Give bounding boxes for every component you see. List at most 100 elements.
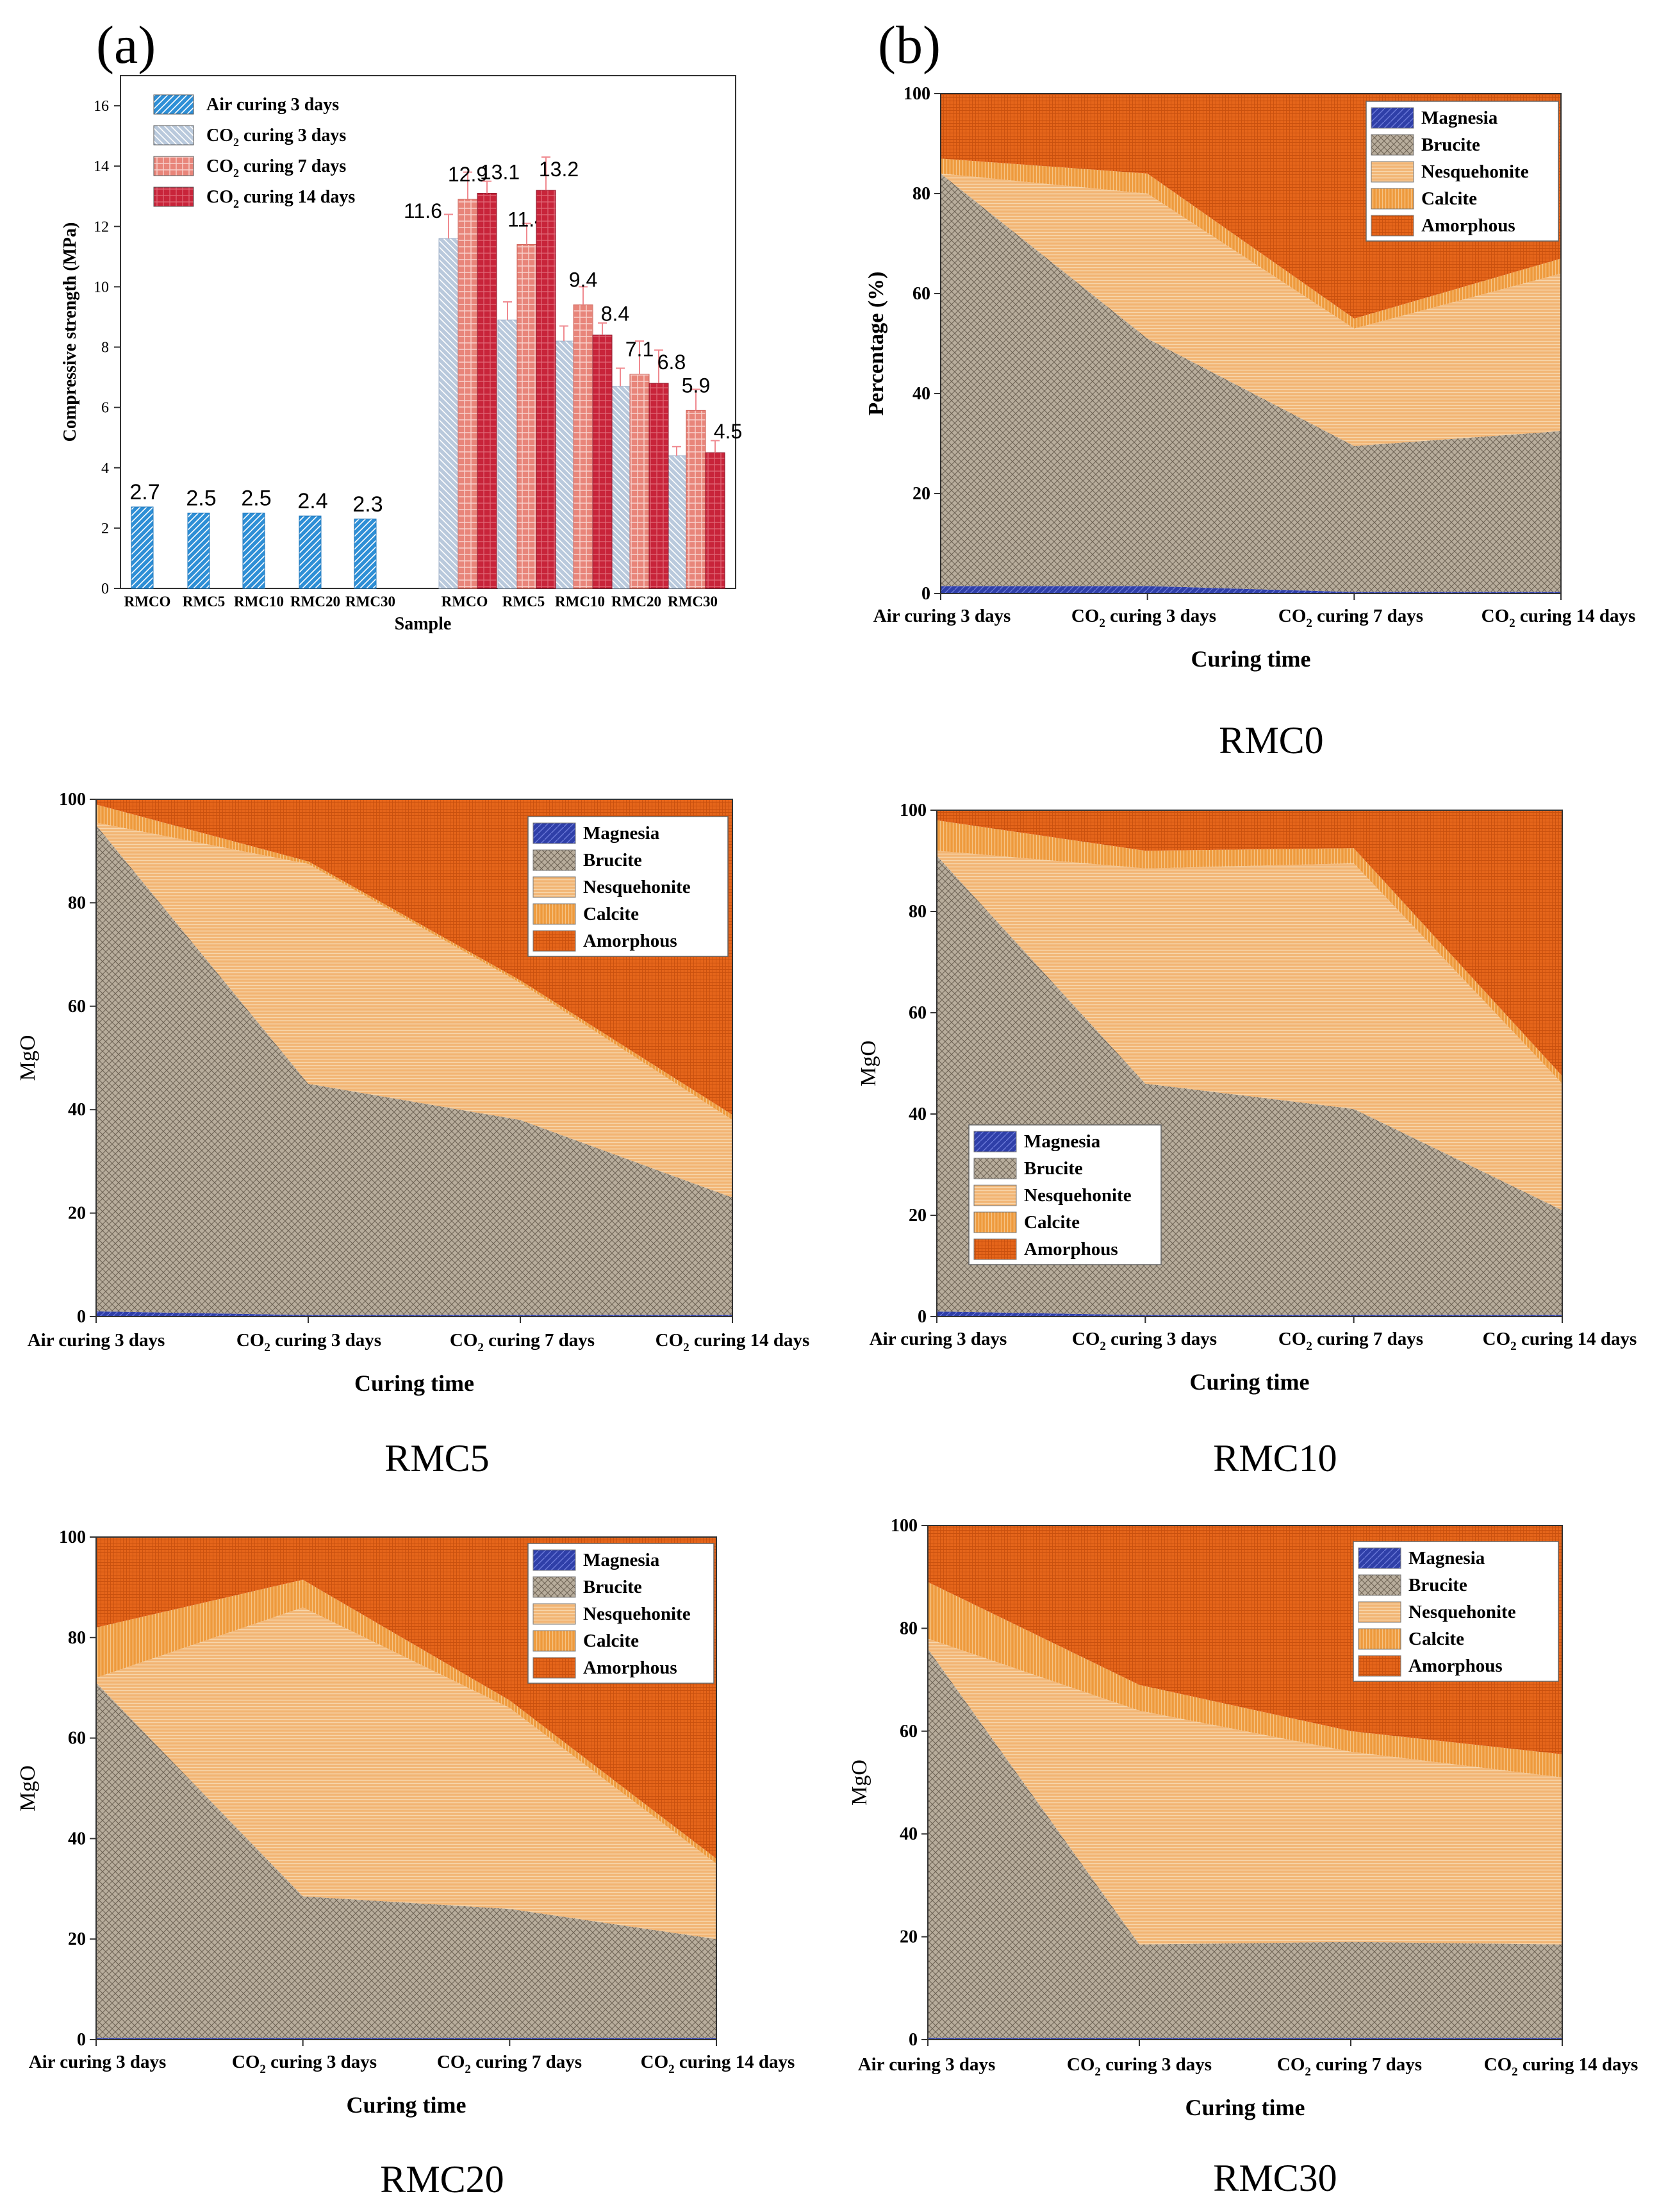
y-tick-label: 0: [921, 584, 930, 604]
y-axis-label: Compressive strength (MPa): [60, 222, 80, 442]
legend-swatch-nesquehonite: [1371, 161, 1414, 183]
area-calcite: [937, 820, 1562, 1084]
legend-swatch-co2_3: [153, 125, 194, 146]
legend-label: Brucite: [583, 1577, 642, 1597]
area-brucite: [928, 1649, 1562, 2038]
y-tick-label: 100: [900, 801, 927, 820]
x-tick-label: RMC20: [290, 594, 340, 610]
x-tick-label: Air curing 3 days: [870, 1329, 1007, 1349]
y-tick-label: 16: [94, 98, 109, 115]
y-tick-label: 4: [101, 460, 109, 477]
bar-co2_7-RMC5: [516, 244, 537, 589]
bar-value-label: 4.5: [714, 420, 742, 443]
sample-caption: RMC20: [380, 2158, 504, 2200]
y-tick-label: 40: [900, 1824, 918, 1844]
y-tick-label: 60: [68, 997, 86, 1017]
x-tick-label: Air curing 3 days: [28, 1330, 165, 1351]
legend-swatch-brucite: [532, 849, 576, 871]
area-nesquehonite: [941, 173, 1561, 446]
legend-swatch-nesquehonite: [973, 1185, 1017, 1206]
area-magnesia: [96, 1311, 732, 1317]
legend-label: Amorphous: [1421, 215, 1515, 236]
x-tick-label: CO2 curing 7 days: [1278, 1329, 1423, 1353]
area-magnesia: [941, 586, 1561, 594]
y-tick-label: 40: [68, 1100, 86, 1120]
legend-swatch-magnesia: [1371, 107, 1414, 129]
y-tick-label: 60: [909, 1003, 927, 1023]
x-axis-label: Sample: [395, 614, 452, 634]
bar-value-label: 6.8: [657, 351, 686, 374]
legend-swatch-amorphous: [532, 1657, 576, 1679]
bar-value-label: 2.7: [129, 480, 160, 504]
bar-co2_3-RMC5: [497, 319, 518, 589]
legend-swatch-air: [153, 94, 194, 115]
y-tick-label: 80: [909, 902, 927, 922]
legend-label: Brucite: [1024, 1158, 1083, 1179]
bar-value-label: 7.1: [625, 338, 654, 361]
legend-swatch-amorphous: [1371, 215, 1414, 237]
y-tick-label: 40: [68, 1829, 86, 1849]
bar-value-label: 9.4: [569, 269, 597, 292]
y-axis-label: MgO: [857, 1040, 880, 1086]
y-tick-label: 0: [918, 1307, 927, 1327]
y-tick-label: 10: [94, 279, 109, 295]
area-chart-RMC30: 0 20 40 60 80 100 MgO Air curing 3 days CO2 curi…: [848, 1516, 1638, 2199]
x-tick-label: CO2 curing 14 days: [1482, 606, 1636, 630]
area-chart-RMC5: 0 20 40 60 80 100 MgO Air curing 3 days CO2 curi…: [16, 790, 809, 1479]
bar-air-RMC20: [299, 515, 322, 589]
bar-co2_14-RMC10: [592, 335, 613, 589]
y-tick-label: 14: [94, 158, 109, 175]
plot-frame: [95, 1536, 717, 2040]
x-tick-label: RMC30: [668, 594, 718, 610]
legend-swatch-magnesia: [532, 822, 576, 844]
area-chart-RMC20: 0 20 40 60 80 100 MgO Air curing 3 days CO2 curi…: [16, 1527, 795, 2200]
bar-value-label: 8.4: [601, 303, 629, 326]
legend-swatch-brucite: [1371, 134, 1414, 156]
y-axis-label: MgO: [16, 1765, 40, 1811]
y-tick-label: 60: [900, 1722, 918, 1742]
area-brucite: [96, 1683, 716, 2038]
y-tick-label: 20: [68, 1204, 86, 1224]
legend-swatch-amorphous: [1358, 1655, 1401, 1677]
legend-swatch-co2_7: [153, 156, 194, 176]
y-tick-label: 8: [101, 340, 109, 356]
y-tick-label: 20: [909, 1206, 927, 1226]
legend-label: Brucite: [583, 850, 642, 870]
bar-value-label: 2.4: [297, 489, 327, 513]
legend-swatch-nesquehonite: [532, 1603, 576, 1625]
legend: Magnesia Brucite Nesquehonite Calcite Amorph…: [1366, 101, 1559, 242]
x-tick-label: CO2 curing 14 days: [1483, 1329, 1637, 1353]
legend-swatch-brucite: [532, 1576, 576, 1598]
bar-value-label: 2.5: [241, 486, 271, 510]
x-tick-label: RMC20: [611, 594, 661, 610]
x-tick-label: RMCO: [442, 594, 488, 610]
y-tick-label: 0: [77, 2030, 86, 2050]
legend-swatch-brucite: [973, 1158, 1017, 1179]
x-tick-label: CO2 curing 7 days: [1277, 2054, 1422, 2079]
bar-value-label: 11.6: [404, 199, 442, 222]
bar-value-label: 12.9: [448, 163, 488, 186]
x-tick-label: CO2 curing 3 days: [1071, 606, 1216, 630]
area-nesquehonite: [928, 1638, 1562, 1945]
sample-caption: RMC10: [1213, 1437, 1337, 1479]
bar-value-label: 2.3: [352, 492, 383, 517]
legend-swatch-calcite: [1371, 188, 1414, 210]
x-axis-label: Curing time: [347, 2092, 466, 2118]
sample-caption: RMC30: [1213, 2157, 1337, 2199]
legend-label: CO2 curing 7 days: [206, 156, 346, 179]
plot-frame: [936, 810, 1563, 1317]
legend-label: CO2 curing 3 days: [206, 126, 346, 149]
plot-frame: [927, 1525, 1563, 2040]
y-tick-label: 20: [912, 484, 930, 504]
y-tick-label: 100: [904, 84, 930, 104]
y-tick-label: 20: [900, 1927, 918, 1947]
area-brucite: [96, 825, 732, 1315]
area-amorphous: [937, 810, 1562, 1076]
x-tick-label: CO2 curing 14 days: [641, 2052, 795, 2076]
y-axis-label: MgO: [16, 1035, 40, 1081]
legend-label: Nesquehonite: [583, 1604, 691, 1624]
area-magnesia: [937, 1311, 1562, 1317]
legend-swatch-calcite: [1358, 1628, 1401, 1650]
bar-co2_7-RMC30: [686, 410, 706, 589]
bar-co2_7-RMCO: [458, 199, 478, 589]
